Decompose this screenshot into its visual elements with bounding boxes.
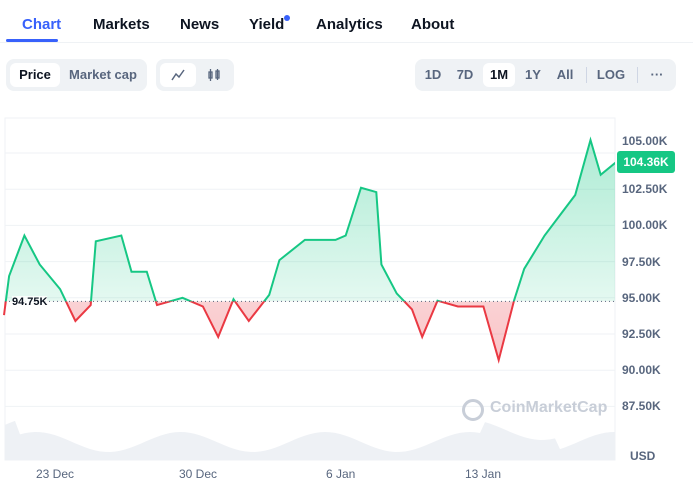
currency-label: USD: [630, 449, 656, 463]
range-all-button[interactable]: All: [556, 67, 574, 82]
log-scale-button[interactable]: LOG: [596, 67, 626, 82]
active-tab-underline: [6, 39, 58, 42]
y-tick-label: 102.50K: [622, 182, 668, 197]
x-tick-label: 30 Dec: [179, 467, 218, 481]
down-area: [4, 301, 615, 361]
metric-toggle: Price Market cap: [6, 59, 147, 91]
range-1y-button[interactable]: 1Y: [525, 67, 541, 82]
market-cap-button[interactable]: Market cap: [69, 67, 137, 82]
tab-yield[interactable]: Yield: [249, 16, 285, 33]
candlestick-icon[interactable]: [198, 63, 230, 87]
current-price-badge: 104.36K: [617, 151, 675, 173]
line-chart-icon[interactable]: [160, 63, 196, 87]
tab-news[interactable]: News: [180, 16, 220, 33]
chart-type-toggle: [156, 59, 234, 91]
range-7d-button[interactable]: 7D: [456, 67, 474, 82]
y-tick-label: 90.00K: [622, 363, 661, 378]
range-1d-button[interactable]: 1D: [424, 67, 442, 82]
y-tick-label: 100.00K: [622, 218, 668, 233]
baseline-label: 94.75K: [12, 296, 48, 308]
x-tick-label: 13 Jan: [465, 467, 502, 481]
volume-area: [5, 420, 615, 460]
y-tick-label: 97.50K: [622, 254, 661, 269]
divider: [586, 67, 587, 83]
up-area: [5, 139, 615, 302]
watermark: CoinMarketCap: [490, 399, 608, 416]
tab-about[interactable]: About: [411, 16, 455, 33]
price-chart[interactable]: [0, 110, 693, 483]
tab-markets[interactable]: Markets: [93, 16, 150, 33]
price-button[interactable]: Price: [10, 63, 60, 87]
x-tick-label: 6 Jan: [326, 467, 356, 481]
tab-chart[interactable]: Chart: [22, 16, 62, 33]
tab-analytics[interactable]: Analytics: [316, 16, 383, 33]
divider: [637, 67, 638, 83]
y-tick-label: 92.50K: [622, 327, 661, 341]
more-options-button[interactable]: ···: [650, 67, 664, 82]
range-1m-button[interactable]: 1M: [483, 63, 515, 87]
coinmarketcap-logo-icon: [462, 399, 484, 421]
y-tick-label: 95.00K: [622, 290, 661, 305]
tab-bar: Chart Markets News Yield Analytics About: [0, 0, 693, 43]
price-line-up: [4, 136, 615, 302]
x-tick-label: 23 Dec: [36, 467, 75, 481]
y-tick-label: 105.00K: [622, 134, 668, 148]
range-toggle: 1D 7D 1M 1Y All LOG ···: [415, 59, 676, 91]
new-indicator-dot: [284, 15, 290, 21]
y-tick-label: 87.50K: [622, 399, 661, 414]
